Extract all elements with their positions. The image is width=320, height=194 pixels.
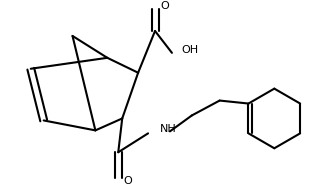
Text: O: O [160, 1, 169, 11]
Text: OH: OH [182, 45, 199, 55]
Text: O: O [123, 176, 132, 186]
Text: NH: NH [160, 124, 177, 134]
